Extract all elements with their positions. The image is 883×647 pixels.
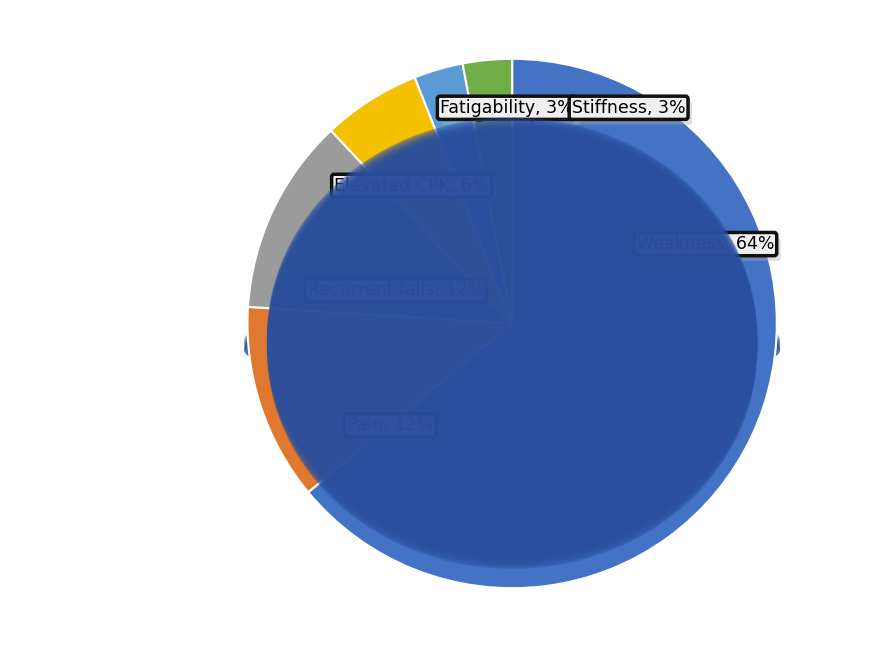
Text: Fatigability, 3%: Fatigability, 3% bbox=[444, 104, 577, 122]
Wedge shape bbox=[415, 63, 512, 324]
Text: Recurrent falls, 12%: Recurrent falls, 12% bbox=[312, 287, 487, 305]
Ellipse shape bbox=[268, 129, 757, 565]
Text: Pain, 12%: Pain, 12% bbox=[347, 417, 434, 434]
Wedge shape bbox=[331, 78, 512, 324]
Ellipse shape bbox=[268, 127, 757, 564]
Text: Recurrent falls, 12%: Recurrent falls, 12% bbox=[307, 281, 484, 300]
Ellipse shape bbox=[268, 118, 757, 554]
Ellipse shape bbox=[268, 124, 757, 561]
Wedge shape bbox=[308, 59, 777, 588]
Ellipse shape bbox=[245, 312, 780, 378]
Ellipse shape bbox=[245, 317, 780, 383]
Text: Fatigability, 3%: Fatigability, 3% bbox=[440, 99, 574, 117]
Text: Elevated CPK, 6%: Elevated CPK, 6% bbox=[335, 177, 489, 195]
Text: Stiffness, 3%: Stiffness, 3% bbox=[572, 99, 685, 117]
Ellipse shape bbox=[245, 309, 780, 375]
Wedge shape bbox=[247, 307, 512, 492]
Ellipse shape bbox=[268, 120, 757, 556]
Ellipse shape bbox=[245, 306, 780, 373]
Text: Stiffness, 3%: Stiffness, 3% bbox=[576, 104, 690, 122]
Ellipse shape bbox=[268, 126, 757, 562]
Ellipse shape bbox=[245, 314, 780, 380]
Wedge shape bbox=[463, 59, 512, 324]
Ellipse shape bbox=[268, 122, 757, 559]
Ellipse shape bbox=[268, 131, 757, 568]
Text: Weakness, 64%: Weakness, 64% bbox=[637, 235, 774, 253]
Ellipse shape bbox=[268, 130, 757, 567]
Text: Elevated CPK, 6%: Elevated CPK, 6% bbox=[338, 182, 493, 200]
Text: Weakness, 64%: Weakness, 64% bbox=[640, 241, 778, 258]
Wedge shape bbox=[248, 131, 512, 324]
Text: Pain, 12%: Pain, 12% bbox=[351, 422, 437, 440]
Ellipse shape bbox=[268, 121, 757, 558]
